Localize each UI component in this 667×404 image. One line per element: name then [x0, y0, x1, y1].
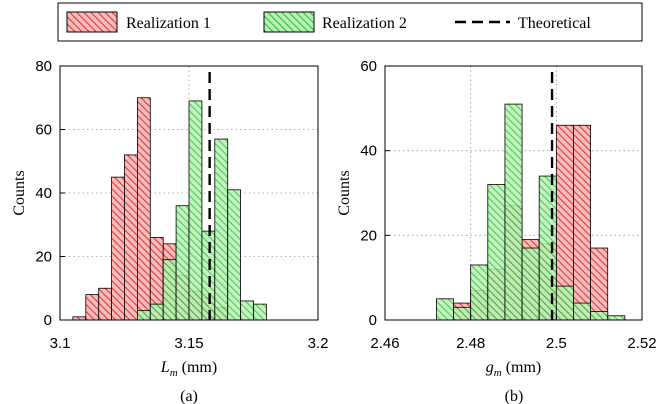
legend-label-realization-1: Realization 1 — [126, 15, 211, 32]
histogram-bar — [136, 97, 151, 321]
y-tick-label: 20 — [360, 227, 377, 244]
histogram-bar — [555, 285, 574, 321]
histogram-bar — [538, 175, 557, 321]
histogram-bar — [435, 298, 454, 321]
y-tick-label: 60 — [35, 122, 52, 139]
x-tick-label: 2.48 — [456, 335, 485, 352]
panel-caption: (b) — [505, 388, 524, 404]
legend-label-realization-2: Realization 2 — [322, 15, 407, 32]
x-tick-label: 2.5 — [546, 335, 567, 352]
histogram-bar — [253, 303, 267, 321]
histogram-bar — [98, 287, 112, 321]
histogram-bar — [470, 264, 489, 321]
legend-swatch-realization-2 — [263, 11, 315, 33]
legend-box — [57, 2, 643, 42]
y-tick-label: 0 — [369, 312, 377, 329]
legend: Realization 1 Realization 2 Theoretical — [57, 2, 643, 42]
histogram-bar — [201, 230, 216, 321]
y-tick-label: 40 — [360, 143, 377, 160]
histogram-bar — [487, 184, 506, 321]
histogram-bar — [504, 103, 523, 321]
panel-a: 3.1 3.15 3.2 0 20 40 60 80 Counts Lm (mm) (a) — [11, 58, 328, 404]
y-tick-label: 40 — [35, 185, 52, 202]
histogram-bar — [227, 189, 241, 321]
histogram-bar — [162, 259, 177, 321]
histogram-bar — [590, 311, 609, 321]
series-2 — [136, 100, 267, 321]
histogram-bar — [136, 310, 151, 321]
y-axis-label: Counts — [11, 170, 28, 215]
x-tick-label: 2.52 — [627, 335, 656, 352]
histogram-bar — [590, 247, 609, 321]
histogram-bar — [149, 303, 164, 321]
histogram-bar — [85, 294, 100, 321]
histogram-bar — [124, 154, 138, 321]
histogram-bar — [188, 100, 203, 321]
histogram-bar — [521, 247, 540, 321]
histogram-bar — [573, 124, 592, 321]
legend-swatch-realization-1 — [66, 11, 118, 33]
plot-frame — [384, 65, 643, 321]
legend-label-theoretical: Theoretical — [518, 15, 591, 32]
x-axis-label: Lm (mm) — [160, 359, 217, 379]
histogram-bar — [453, 306, 472, 321]
histogram-bar — [175, 205, 190, 321]
x-tick-label: 3.15 — [174, 335, 203, 352]
histogram-bar — [607, 315, 626, 321]
y-tick-label: 60 — [360, 58, 377, 75]
y-axis-label: Counts — [336, 170, 353, 215]
panel-caption: (a) — [180, 388, 198, 404]
x-tick-label: 2.46 — [370, 335, 399, 352]
histogram-bar — [111, 176, 125, 321]
panel-b: 2.46 2.48 2.5 2.52 0 20 40 60 Counts gm (mm) (b) — [336, 58, 657, 404]
x-tick-label: 3.2 — [308, 335, 329, 352]
x-axis-label: gm (mm) — [486, 359, 542, 379]
y-tick-label: 20 — [35, 249, 52, 266]
x-tick-label: 3.1 — [50, 335, 71, 352]
histogram-bar — [573, 302, 592, 321]
y-tick-label: 80 — [35, 58, 52, 75]
y-tick-label: 0 — [44, 312, 52, 329]
histogram-bar — [240, 300, 254, 321]
histogram-bar — [214, 138, 229, 321]
